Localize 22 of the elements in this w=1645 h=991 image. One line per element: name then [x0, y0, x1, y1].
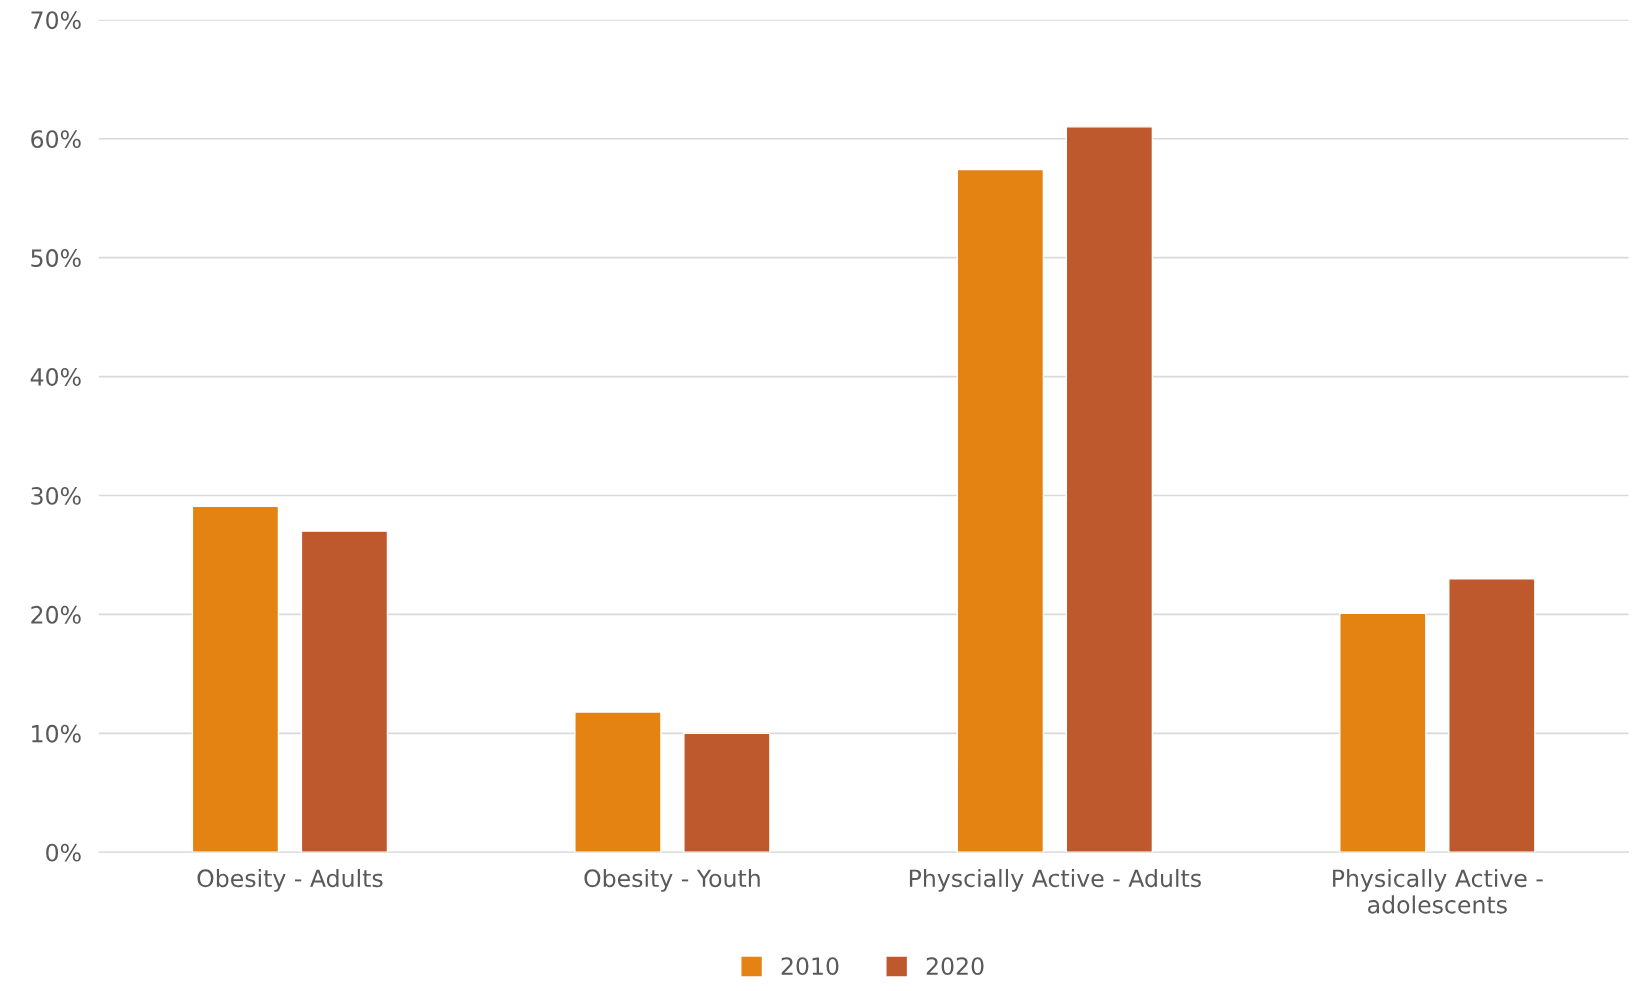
- x-tick-label: Physcially Active - Adults: [909, 868, 1201, 892]
- legend-label: 2020: [926, 957, 984, 976]
- bar: [191, 505, 280, 853]
- y-tick-label: 10%: [32, 724, 81, 743]
- y-tick-label: 40%: [30, 368, 81, 386]
- y-tick-label: 50%: [31, 249, 81, 267]
- x-tick-label: Physically Active - adolescents: [1333, 868, 1543, 914]
- x-tick-label: Obesity - Youth: [584, 868, 760, 892]
- y-tick-label: 0%: [46, 843, 81, 862]
- bar: [574, 711, 662, 853]
- legend-label: 2010: [781, 957, 839, 976]
- bar: [300, 530, 389, 853]
- y-tick-label: 60%: [31, 130, 81, 149]
- bar: [1065, 126, 1154, 853]
- bar: [683, 732, 771, 853]
- bar: [1339, 612, 1427, 853]
- y-tick-label: 20%: [31, 605, 81, 624]
- y-tick-label: 30%: [31, 486, 81, 505]
- bar: [956, 168, 1045, 853]
- y-tick-label: 70%: [31, 11, 81, 30]
- bar: [1448, 578, 1536, 853]
- x-tick-label: Obesity - Adults: [197, 868, 383, 892]
